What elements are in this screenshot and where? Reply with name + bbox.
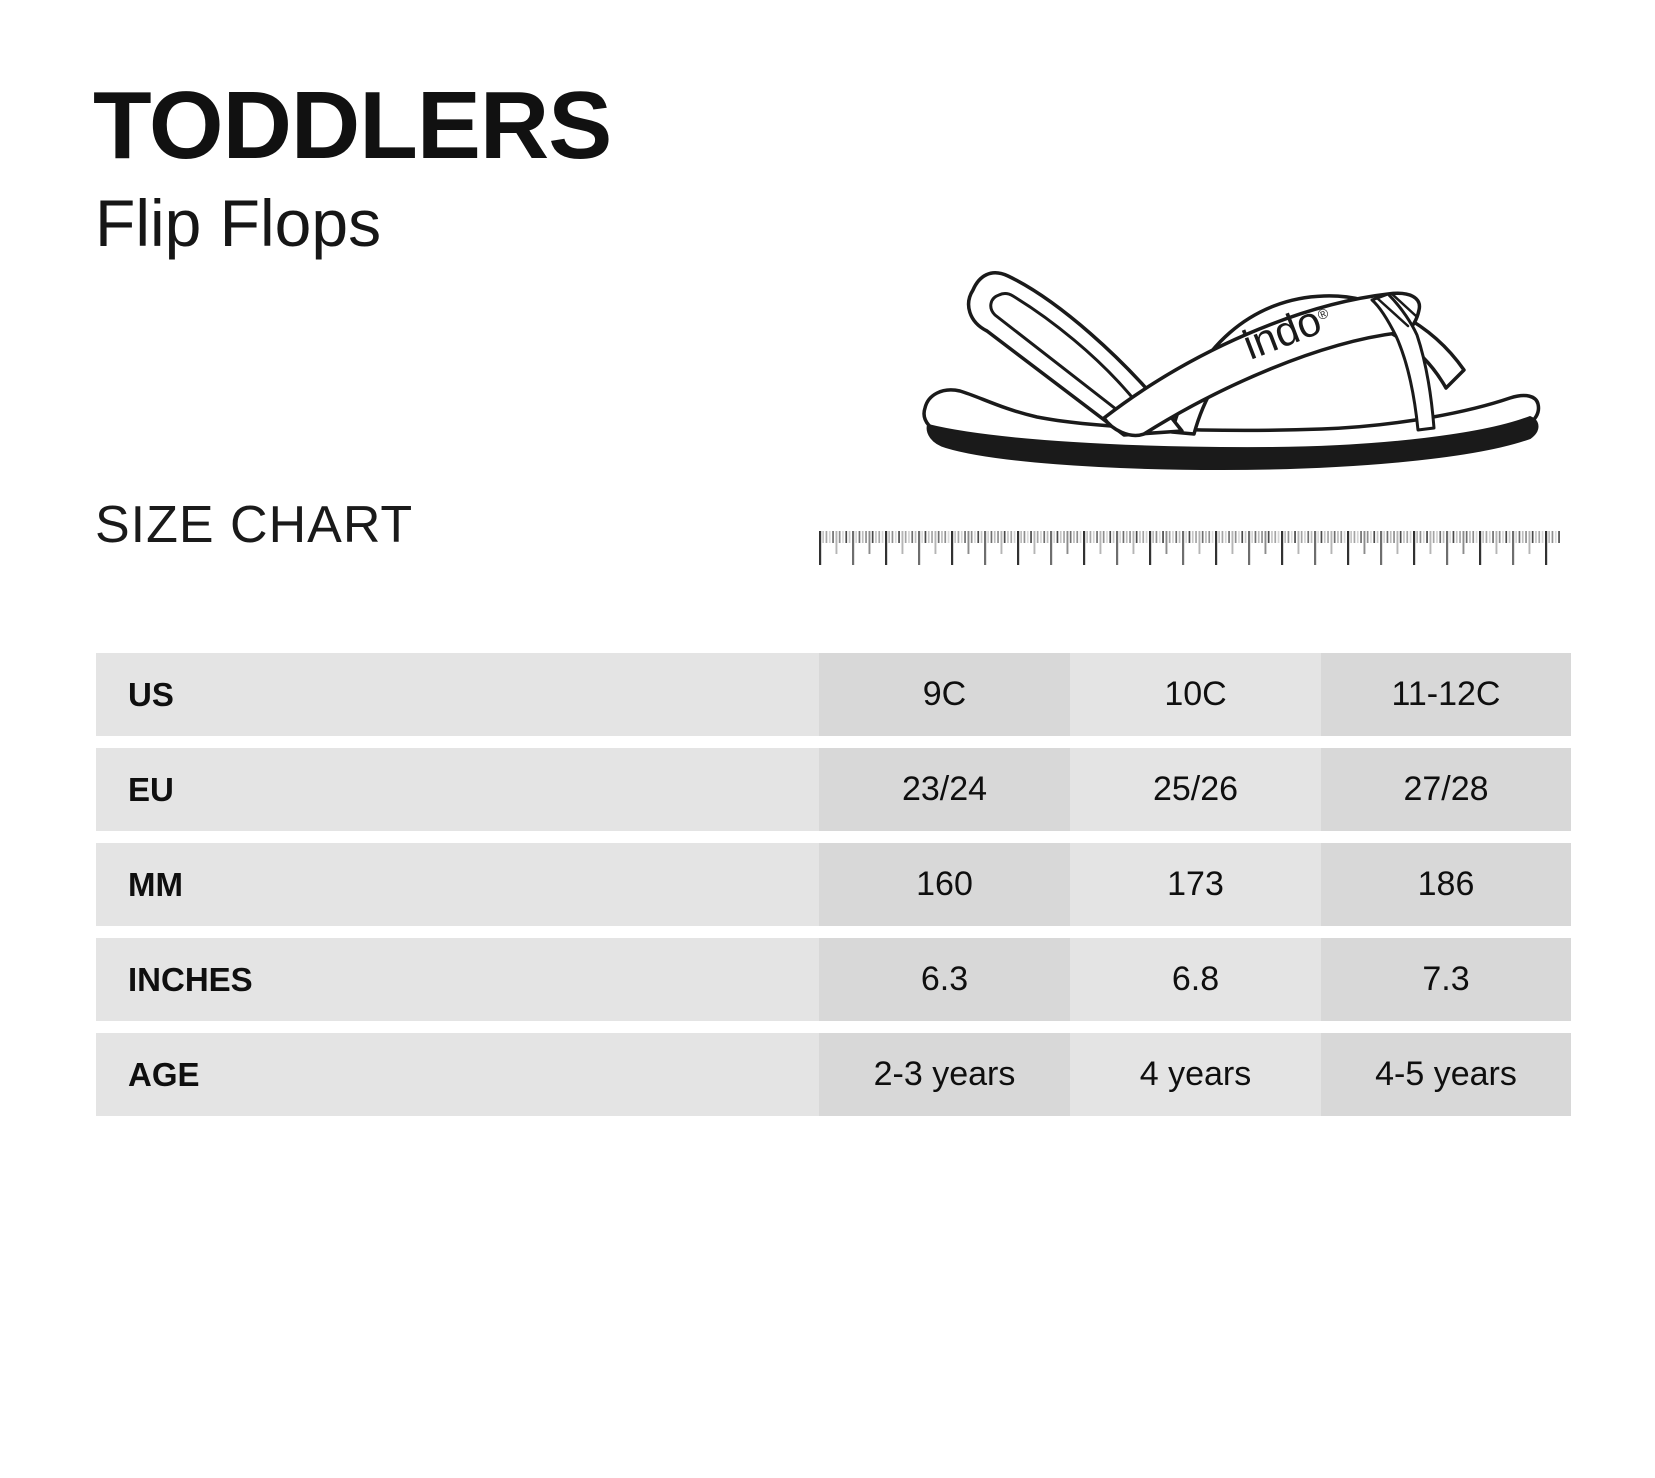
age-range-3: 4-5 years [1321, 1033, 1571, 1116]
eu-size-3: 27/28 [1321, 748, 1571, 831]
inches-size-3: 7.3 [1321, 938, 1571, 1021]
section-label: SIZE CHART [95, 496, 414, 554]
size-table: US 9C 10C 11-12C EU 23/24 25/26 27/28 MM… [96, 653, 1571, 1128]
inches-size-1: 6.3 [819, 938, 1070, 1021]
table-row-mm: MM 160 173 186 [96, 843, 1571, 926]
us-size-1: 9C [819, 653, 1070, 736]
table-row-inches: INCHES 6.3 6.8 7.3 [96, 938, 1571, 1021]
sandal-heel-strap-hole [989, 292, 1144, 423]
sandal-toe-post [1370, 292, 1436, 432]
age-range-2: 4 years [1070, 1033, 1321, 1116]
table-row-eu: EU 23/24 25/26 27/28 [96, 748, 1571, 831]
age-range-1: 2-3 years [819, 1033, 1070, 1116]
page-title: TODDLERS [93, 72, 612, 179]
row-label-inches: INCHES [96, 938, 819, 1021]
sandal-main-strap [1102, 291, 1422, 438]
row-label-mm: MM [96, 843, 819, 926]
us-size-3: 11-12C [1321, 653, 1571, 736]
row-label-eu: EU [96, 748, 819, 831]
page-subtitle: Flip Flops [95, 186, 382, 260]
row-label-age: AGE [96, 1033, 819, 1116]
eu-size-1: 23/24 [819, 748, 1070, 831]
sandal-fold-detail [1375, 292, 1418, 328]
flip-flop-illustration-icon: indo® [922, 271, 1541, 470]
mm-size-2: 173 [1070, 843, 1321, 926]
mm-size-3: 186 [1321, 843, 1571, 926]
us-size-2: 10C [1070, 653, 1321, 736]
table-row-us: US 9C 10C 11-12C [96, 653, 1571, 736]
row-label-us: US [96, 653, 819, 736]
ruler-icon [819, 531, 1560, 565]
mm-size-1: 160 [819, 843, 1070, 926]
table-row-age: AGE 2-3 years 4 years 4-5 years [96, 1033, 1571, 1116]
eu-size-2: 25/26 [1070, 748, 1321, 831]
sandal-outsole [926, 416, 1539, 470]
inches-size-2: 6.8 [1070, 938, 1321, 1021]
